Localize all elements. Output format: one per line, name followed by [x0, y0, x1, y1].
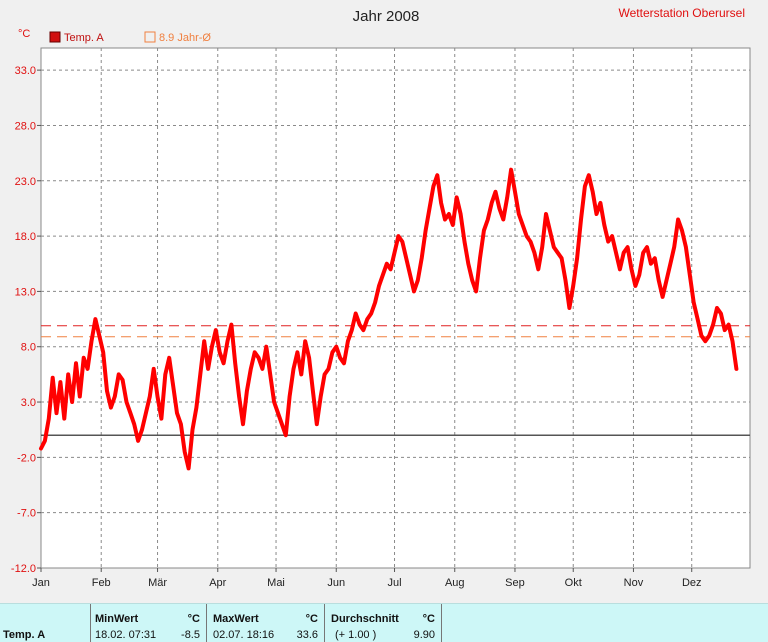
x-tick-label: Jan — [32, 577, 50, 589]
stats-max-unit: °C — [305, 613, 318, 625]
legend-swatch-temp-a — [49, 31, 61, 43]
plot-area — [40, 47, 751, 569]
y-tick-label: 3.0 — [21, 397, 36, 409]
y-tick-label: -2.0 — [17, 452, 36, 464]
stats-avg-offset: (+ 1.00 ) — [335, 629, 377, 641]
x-tick-label: Mai — [267, 577, 285, 589]
stats-min-time: 18.02. 07:31 — [95, 629, 157, 641]
stats-min-unit: °C — [187, 613, 200, 625]
x-tick-label: Nov — [624, 577, 644, 589]
x-tick-label: Mär — [148, 577, 167, 589]
y-axis-unit: °C — [18, 28, 30, 40]
stats-avg-header: Durchschnitt — [331, 613, 399, 625]
legend-label-average: 8.9 Jahr-Ø — [159, 32, 211, 44]
stats-row-label-cell: Temp. A — [0, 604, 90, 642]
y-tick-label: 13.0 — [15, 286, 36, 298]
legend-swatch-average — [144, 31, 156, 43]
stats-empty-cell — [441, 604, 768, 642]
series-line-temp-a — [39, 167, 739, 471]
series-layer — [39, 167, 739, 471]
x-tick-label: Jul — [387, 577, 401, 589]
stats-avg-cell: Durchschnitt °C (+ 1.00 ) 9.90 — [324, 604, 441, 642]
x-tick-label: Okt — [565, 577, 582, 589]
y-tick-label: -12.0 — [11, 563, 36, 575]
y-axis-ticks: 33.0 28.0 23.0 18.0 13.0 8.0 3.0 -2.0 -7.0 -12.0 — [11, 65, 41, 575]
y-tick-label: 18.0 — [15, 231, 36, 243]
stats-max-cell: MaxWert °C 02.07. 18:16 33.6 — [206, 604, 324, 642]
stats-avg-unit: °C — [422, 613, 435, 625]
chart-title: Jahr 2008 — [353, 8, 420, 25]
legend: Temp. A 8.9 Jahr-Ø — [49, 31, 211, 44]
stats-max-time: 02.07. 18:16 — [213, 629, 275, 641]
y-tick-label: 28.0 — [15, 120, 36, 132]
stats-min-cell: MinWert °C 18.02. 07:31 -8.5 — [90, 604, 206, 642]
stats-max-value: 33.6 — [296, 629, 318, 641]
stats-avg-value: 9.90 — [413, 629, 435, 641]
temperature-chart: Jahr 2008 Wetterstation Oberursel °C Tem… — [11, 6, 751, 589]
stats-min-header: MinWert — [95, 613, 139, 625]
statistics-bar: Temp. A MinWert °C 18.02. 07:31 -8.5 Max… — [0, 603, 768, 642]
x-tick-label: Jun — [327, 577, 345, 589]
station-name: Wetterstation Oberursel — [619, 6, 746, 20]
x-tick-label: Apr — [209, 577, 226, 589]
x-tick-label: Feb — [92, 577, 111, 589]
x-axis-ticks: Jan Feb Mär Apr Mai Jun Jul Aug Sep Okt Nov Dez — [32, 568, 702, 589]
stats-row-label: Temp. A — [3, 629, 46, 641]
grid — [41, 48, 750, 568]
stats-min-value: -8.5 — [181, 629, 200, 641]
y-tick-label: -7.0 — [17, 508, 36, 520]
y-tick-label: 8.0 — [21, 342, 36, 354]
legend-label-temp-a: Temp. A — [64, 32, 104, 44]
x-tick-label: Dez — [682, 577, 702, 589]
y-tick-label: 23.0 — [15, 176, 36, 188]
x-tick-label: Sep — [505, 577, 525, 589]
reference-lines — [41, 325, 750, 436]
y-tick-label: 33.0 — [15, 65, 36, 77]
stats-max-header: MaxWert — [213, 613, 259, 625]
x-tick-label: Aug — [445, 577, 465, 589]
